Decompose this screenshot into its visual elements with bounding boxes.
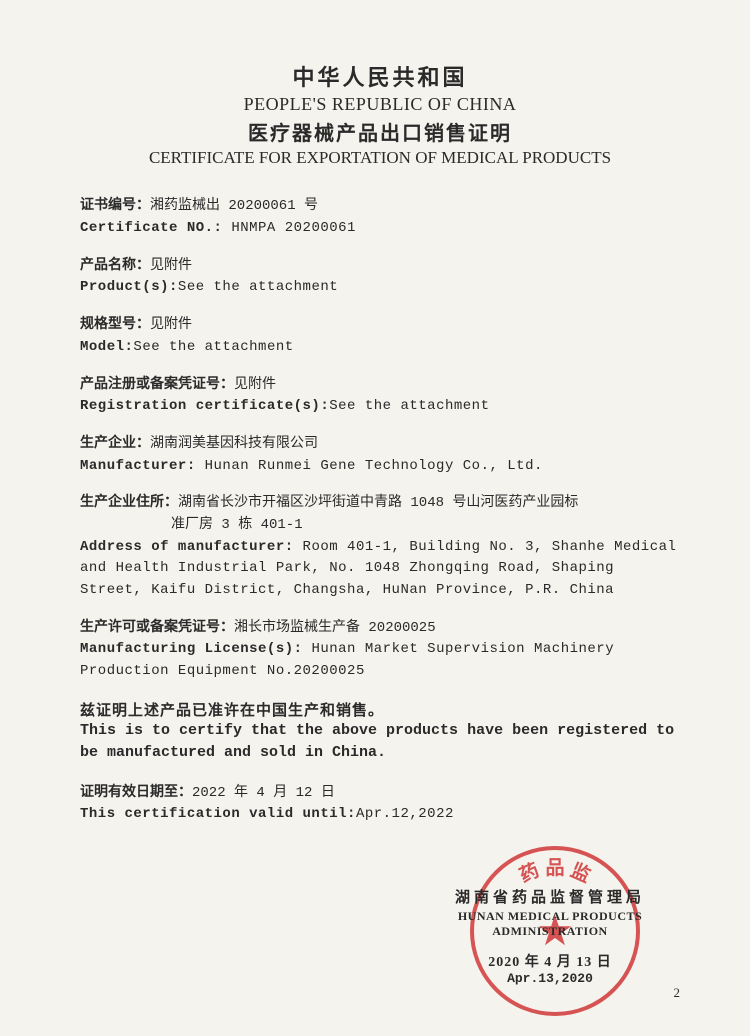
model-label-cn: 规格型号： [80, 317, 150, 333]
cert-no-label-cn: 证书编号： [80, 198, 150, 214]
address-value-cn-2: 准厂房 3 栋 401-1 [80, 515, 680, 537]
authority-en: HUNAN MEDICAL PRODUCTS ADMINISTRATION [420, 909, 680, 939]
reg-cert-value-cn: 见附件 [234, 377, 276, 393]
sign-date-en: Apr.13,2020 [420, 971, 680, 986]
subtitle-cn: 医疗器械产品出口销售证明 [80, 117, 680, 146]
field-manufacturer: 生产企业：湖南润美基因科技有限公司 Manufacturer: Hunan Ru… [80, 434, 680, 477]
cert-no-value-cn: 湘药监械出 20200061 号 [150, 198, 318, 214]
address-label-cn: 生产企业住所： [80, 495, 178, 511]
reg-cert-label-en: Registration certificate(s): [80, 398, 329, 414]
address-label-en: Address of manufacturer: [80, 539, 294, 555]
document-header: 中华人民共和国 PEOPLE'S REPUBLIC OF CHINA 医疗器械产… [80, 60, 680, 168]
field-model: 规格型号：见附件 Model:See the attachment [80, 315, 680, 358]
title-cn: 中华人民共和国 [80, 60, 680, 92]
license-label-en: Manufacturing License(s): [80, 641, 303, 657]
page-number: 2 [674, 985, 681, 1001]
field-license: 生产许可或备案凭证号：湘长市场监械生产备 20200025 Manufactur… [80, 618, 680, 683]
reg-cert-value-en: See the attachment [329, 398, 489, 414]
license-label-cn: 生产许可或备案凭证号： [80, 620, 234, 636]
cert-no-value-en: HNMPA 20200061 [231, 220, 356, 236]
product-label-cn: 产品名称： [80, 258, 150, 274]
statement-cn: 兹证明上述产品已准许在中国生产和销售。 [80, 699, 680, 720]
authority-cn: 湖南省药品监督管理局 [420, 886, 680, 907]
subtitle-en: CERTIFICATE FOR EXPORTATION OF MEDICAL P… [80, 148, 680, 168]
product-value-cn: 见附件 [150, 258, 192, 274]
valid-value-en: Apr.12,2022 [356, 806, 454, 822]
manufacturer-value-en: Hunan Runmei Gene Technology Co., Ltd. [205, 458, 543, 474]
manufacturer-value-cn: 湖南润美基因科技有限公司 [150, 436, 318, 452]
license-value-cn: 湘长市场监械生产备 20200025 [234, 620, 436, 636]
valid-label-cn: 证明有效日期至： [80, 785, 192, 801]
model-label-en: Model: [80, 339, 133, 355]
sign-date-cn: 2020 年 4 月 13 日 [420, 951, 680, 971]
product-label-en: Product(s): [80, 279, 178, 295]
cert-no-label-en: Certificate NO.: [80, 220, 222, 236]
field-product: 产品名称：见附件 Product(s):See the attachment [80, 256, 680, 299]
field-address: 生产企业住所：湖南省长沙市开福区沙坪街道中青路 1048 号山河医药产业园标准厂… [80, 493, 680, 601]
signature-block: 药 品 监 ★ 湖南省药品监督管理局 HUNAN MEDICAL PRODUCT… [80, 856, 680, 1036]
model-value-en: See the attachment [133, 339, 293, 355]
svg-text:药 品 监: 药 品 监 [516, 857, 594, 887]
address-value-cn-1: 湖南省长沙市开福区沙坪街道中青路 1048 号山河医药产业园标 [178, 495, 578, 511]
reg-cert-label-cn: 产品注册或备案凭证号： [80, 377, 234, 393]
title-en: PEOPLE'S REPUBLIC OF CHINA [80, 94, 680, 115]
field-cert-no: 证书编号：湘药监械出 20200061 号 Certificate NO.: H… [80, 196, 680, 239]
field-reg-cert: 产品注册或备案凭证号：见附件 Registration certificate(… [80, 375, 680, 418]
model-value-cn: 见附件 [150, 317, 192, 333]
valid-label-en: This certification valid until: [80, 806, 356, 822]
manufacturer-label-en: Manufacturer: [80, 458, 196, 474]
statement-en: This is to certify that the above produc… [80, 720, 680, 765]
signature-text: 湖南省药品监督管理局 HUNAN MEDICAL PRODUCTS ADMINI… [420, 886, 680, 986]
manufacturer-label-cn: 生产企业： [80, 436, 150, 452]
product-value-en: See the attachment [178, 279, 338, 295]
field-valid: 证明有效日期至：2022 年 4 月 12 日 This certificati… [80, 783, 680, 826]
stamp-text-top: 药 品 监 [516, 857, 594, 887]
valid-value-cn: 2022 年 4 月 12 日 [192, 785, 335, 801]
